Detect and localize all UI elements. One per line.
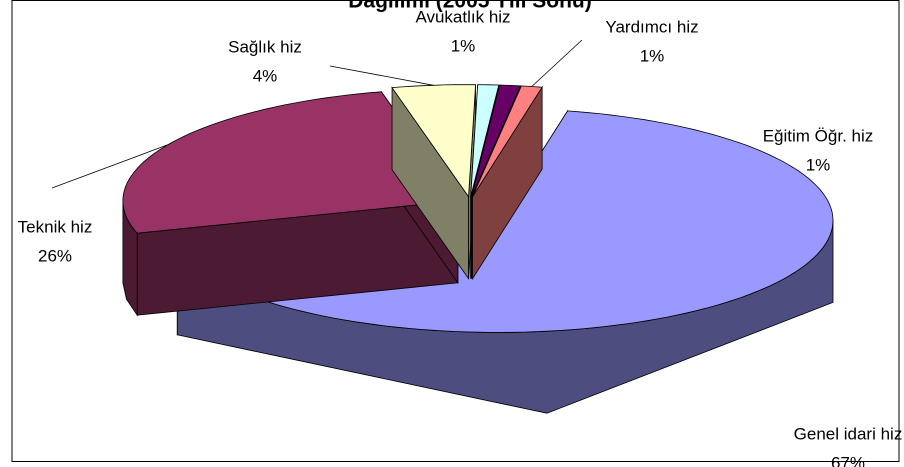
slice-label: Sağlık hiz [228, 37, 302, 56]
slice-value-label: 1% [451, 36, 476, 55]
chart-title: Dağılımı (2005 Yılı Sonu) [348, 0, 592, 13]
leader-line [51, 144, 168, 189]
slice-value-label: 1% [640, 46, 665, 65]
slice-label: Genel idari hiz [794, 424, 903, 443]
slice-value-label: 1% [806, 155, 831, 174]
slice-value-label: 26% [38, 246, 72, 265]
slice-top [470, 84, 500, 197]
leader-line [531, 39, 583, 87]
leader-line [329, 65, 434, 86]
slice-label: Eğitim Öğr. hiz [763, 126, 874, 145]
slice-label: Teknik hiz [18, 217, 93, 236]
slice-top [471, 84, 522, 197]
slice-label: Yardımcı hiz [605, 17, 698, 36]
slice-value-label: 4% [253, 66, 278, 85]
pie-slice [472, 85, 543, 281]
slice-label: Avukatlık hiz [415, 7, 510, 26]
pie [51, 39, 834, 414]
slice-value-label: 67% [831, 453, 865, 467]
